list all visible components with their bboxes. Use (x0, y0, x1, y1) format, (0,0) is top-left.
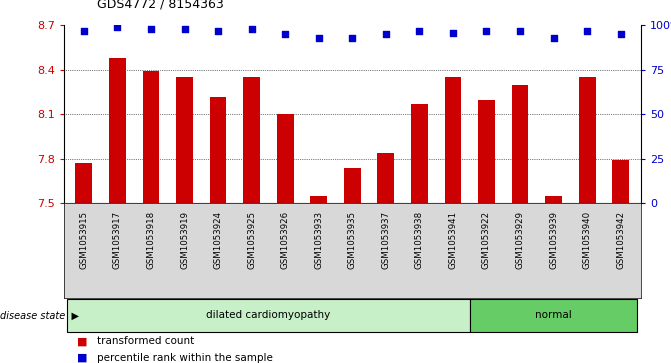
Text: GSM1053929: GSM1053929 (515, 211, 525, 269)
Bar (478, 99, 495, 363)
Bar (377, 153, 394, 363)
Bar (344, 168, 360, 363)
Text: transformed count: transformed count (97, 336, 195, 346)
Text: GSM1053918: GSM1053918 (146, 211, 156, 269)
Point (481, 28, 492, 34)
Text: GSM1053937: GSM1053937 (381, 211, 391, 269)
Text: GSM1053941: GSM1053941 (448, 211, 458, 269)
Text: GSM1053917: GSM1053917 (113, 211, 122, 269)
Text: percentile rank within the sample: percentile rank within the sample (97, 352, 273, 363)
Text: GDS4772 / 8154363: GDS4772 / 8154363 (97, 0, 224, 11)
Point (112, 24, 123, 30)
Point (414, 28, 425, 34)
Point (615, 31, 626, 37)
Text: GSM1053939: GSM1053939 (549, 211, 558, 269)
Text: GSM1053922: GSM1053922 (482, 211, 491, 269)
Text: normal: normal (535, 310, 572, 320)
Point (213, 28, 223, 34)
Point (146, 26, 156, 32)
Bar (545, 196, 562, 363)
Text: ■: ■ (77, 352, 88, 363)
Text: GSM1053924: GSM1053924 (213, 211, 223, 269)
Point (246, 26, 257, 32)
Text: disease state  ▶: disease state ▶ (0, 311, 79, 321)
Bar (310, 196, 327, 363)
Point (548, 35, 559, 41)
Bar (578, 77, 595, 363)
Point (280, 31, 291, 37)
Bar (75, 163, 92, 363)
Text: GSM1053919: GSM1053919 (180, 211, 189, 269)
Bar (209, 97, 226, 363)
Bar (612, 160, 629, 363)
Text: GSM1053925: GSM1053925 (247, 211, 256, 269)
Text: GSM1053940: GSM1053940 (582, 211, 592, 269)
Text: ■: ■ (77, 336, 88, 346)
Point (448, 30, 458, 36)
Point (347, 35, 358, 41)
Text: dilated cardiomyopathy: dilated cardiomyopathy (206, 310, 331, 320)
Text: GSM1053933: GSM1053933 (314, 211, 323, 269)
Text: GSM1053915: GSM1053915 (79, 211, 89, 269)
Text: GSM1053935: GSM1053935 (348, 211, 357, 269)
Point (515, 28, 525, 34)
Point (179, 26, 190, 32)
Bar (243, 77, 260, 363)
Point (582, 28, 592, 34)
Point (380, 31, 391, 37)
Text: GSM1053942: GSM1053942 (616, 211, 625, 269)
Bar (411, 104, 427, 363)
Bar (176, 77, 193, 363)
Bar (511, 85, 528, 363)
Text: GSM1053926: GSM1053926 (280, 211, 290, 269)
Text: GSM1053938: GSM1053938 (415, 211, 424, 269)
Bar (109, 58, 125, 363)
Bar (142, 72, 159, 363)
FancyBboxPatch shape (470, 299, 637, 332)
Point (79, 28, 89, 34)
FancyBboxPatch shape (67, 299, 470, 332)
Bar (444, 77, 461, 363)
Bar (276, 114, 293, 363)
Point (313, 35, 324, 41)
